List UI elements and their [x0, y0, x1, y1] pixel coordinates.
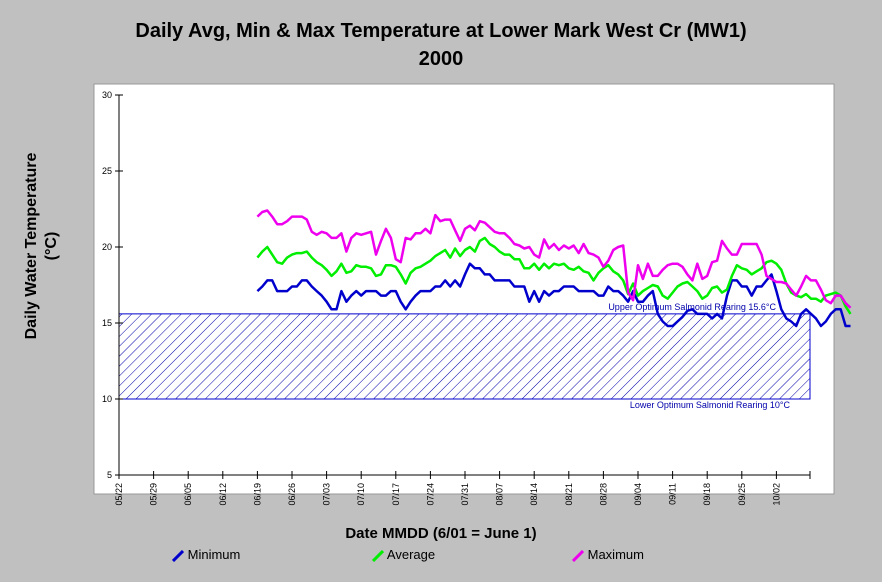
legend-item-average: Average — [371, 547, 436, 562]
chart-title: Daily Avg, Min & Max Temperature at Lowe… — [135, 20, 747, 42]
band-upper-label: Upper Optimum Salmonid Rearing 15.6°C — [608, 302, 776, 312]
x-tick-label: 07/17 — [391, 483, 401, 506]
legend-swatch-minimum — [171, 549, 185, 562]
x-tick-label: 07/24 — [425, 483, 435, 506]
x-tick-label: 09/11 — [668, 483, 678, 505]
legend-label-maximum: Maximum — [587, 547, 644, 562]
series-line-minimum — [256, 262, 851, 328]
data-series — [256, 209, 852, 328]
x-tick-label: 06/26 — [287, 483, 297, 506]
optimum-band: Upper Optimum Salmonid Rearing 15.6°C Low… — [118, 302, 811, 410]
x-tick-label: 06/12 — [218, 483, 228, 506]
legend-item-maximum: Maximum — [571, 547, 644, 562]
chart-subtitle: 2000 — [418, 48, 464, 70]
legend-label-average: Average — [386, 547, 436, 562]
x-axis-label: Date MMDD (6/01 = June 1) — [345, 525, 537, 542]
optimum-band-rect — [118, 313, 811, 400]
y-tick-label: 15 — [102, 318, 112, 328]
y-tick-label: 5 — [107, 470, 112, 480]
x-tick-label: 07/10 — [356, 483, 366, 506]
x-tick-label: 08/21 — [564, 483, 574, 506]
y-tick-label: 25 — [102, 166, 112, 176]
plot-area — [93, 83, 835, 495]
x-tick-label: 08/14 — [529, 483, 539, 506]
x-tick-label: 05/29 — [149, 483, 159, 506]
y-axis-label-unit: (°C) — [43, 231, 60, 261]
y-axis-label-text: Daily Water Temperature — [23, 152, 40, 340]
x-tick-label: 06/05 — [183, 483, 193, 506]
x-tick-label: 10/02 — [771, 483, 781, 506]
y-axis-label: Daily Water Temperature (°C) — [22, 126, 62, 366]
series-line-maximum — [256, 209, 852, 309]
x-tick-label: 09/18 — [702, 483, 712, 506]
series-line-average — [256, 236, 852, 315]
y-tick-label: 20 — [102, 242, 112, 252]
x-tick-label: 08/07 — [495, 483, 505, 506]
x-tick-label: 05/22 — [114, 483, 124, 506]
legend-swatch-maximum — [571, 549, 585, 562]
legend-label-minimum: Minimum — [187, 547, 241, 562]
legend-item-minimum: Minimum — [171, 547, 241, 562]
x-tick-label: 09/25 — [737, 483, 747, 506]
legend-swatch-average — [371, 549, 385, 562]
axes: 5 10 15 20 25 30 05/22 05/29 06/05 06/12 06/19 06/2… — [102, 90, 811, 506]
x-tick-label: 08/28 — [598, 483, 608, 506]
x-tick-label: 07/31 — [460, 483, 470, 506]
x-tick-label: 09/04 — [633, 483, 643, 506]
y-tick-label: 10 — [102, 394, 112, 404]
band-lower-label: Lower Optimum Salmonid Rearing 10°C — [630, 400, 791, 410]
y-tick-label: 30 — [102, 90, 112, 100]
x-tick-label: 07/03 — [322, 483, 332, 506]
x-tick-label: 06/19 — [252, 483, 262, 506]
